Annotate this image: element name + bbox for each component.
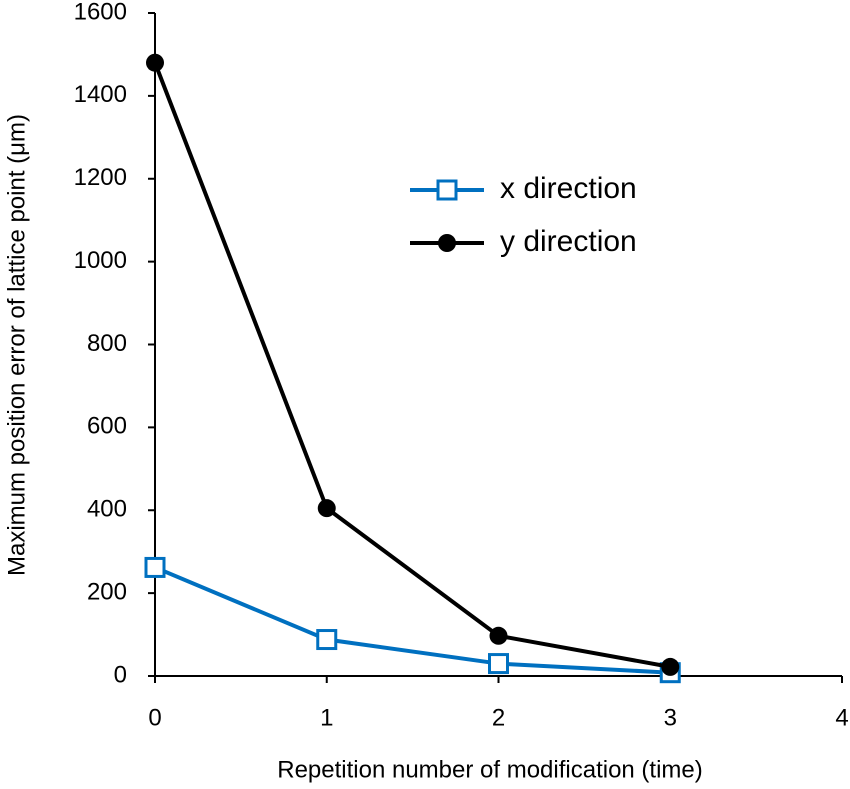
legend-label: x direction	[500, 172, 637, 205]
y-tick-label: 1000	[74, 247, 127, 274]
marker	[488, 653, 509, 675]
x-tick-label: 1	[320, 704, 333, 731]
y-tick-label: 400	[87, 496, 127, 523]
y-tick-label: 1200	[74, 164, 127, 191]
marker	[661, 657, 680, 676]
y-tick-label: 600	[87, 413, 127, 440]
x-tick-label: 2	[492, 704, 505, 731]
marker	[146, 53, 164, 72]
legend-marker	[438, 234, 456, 252]
legend-label: y direction	[500, 225, 637, 258]
y-tick-label: 800	[87, 330, 127, 357]
x-tick-label: 0	[148, 704, 161, 731]
y-tick-label: 200	[87, 578, 127, 605]
y-axis-title: Maximum position error of lattice point …	[3, 114, 30, 576]
marker	[144, 556, 166, 578]
y-tick-label: 0	[114, 661, 127, 688]
y-tick-label: 1400	[74, 81, 127, 108]
marker	[316, 629, 338, 651]
x-axis-title: Repetition number of modification (time)	[277, 756, 703, 783]
legend-marker	[436, 179, 458, 201]
series-line	[154, 565, 671, 675]
marker	[489, 626, 508, 645]
x-tick-label: 3	[664, 704, 677, 731]
y-tick-label: 1600	[74, 0, 127, 25]
series-line	[153, 62, 671, 669]
x-tick-label: 4	[835, 704, 848, 731]
marker	[317, 499, 336, 518]
